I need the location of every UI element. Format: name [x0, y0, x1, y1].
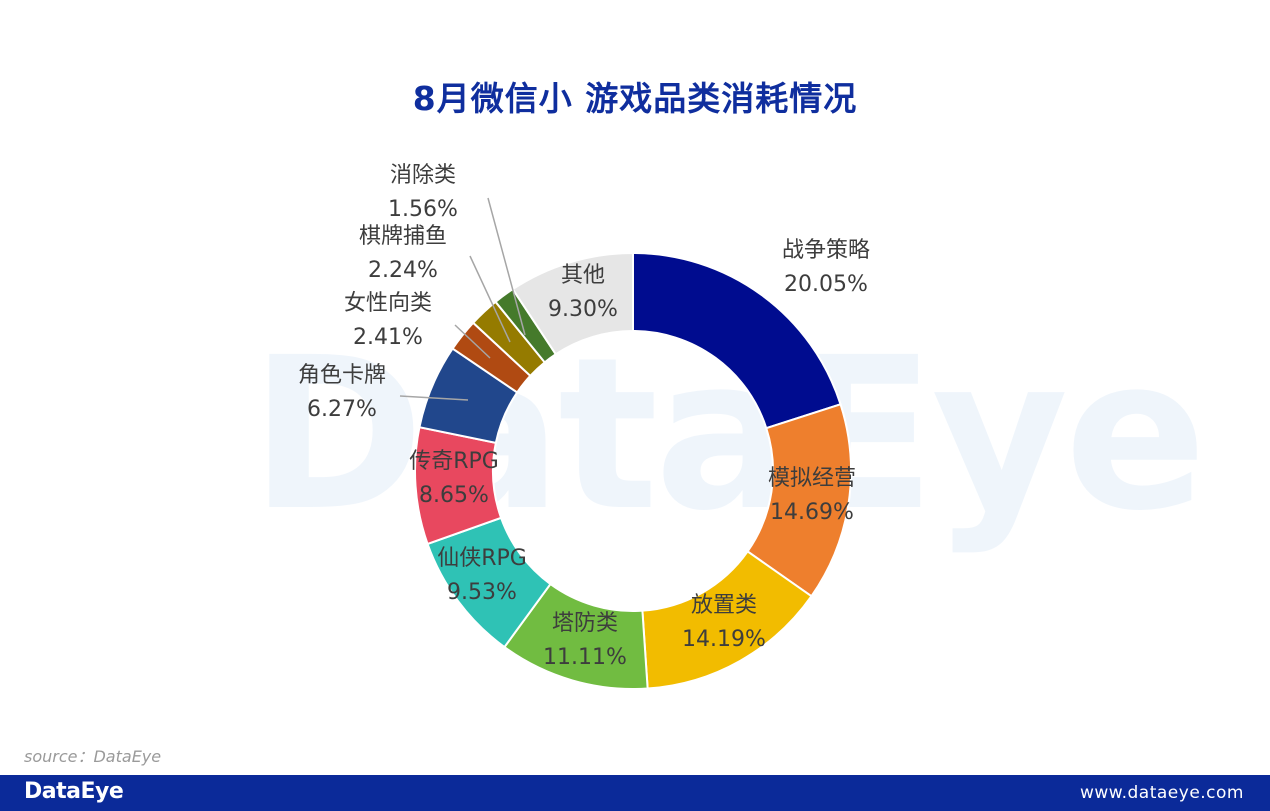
slice-label-9: 消除类: [390, 163, 456, 188]
leader-line-7: [454, 324, 491, 359]
slice-value-6: 6.27%: [307, 397, 377, 422]
slice-0: [632, 251, 842, 430]
slice-label-7: 女性向类: [344, 291, 432, 316]
slice-label-1: 模拟经营: [768, 466, 856, 491]
footer-logo: DataEye: [24, 779, 124, 804]
slice-value-1: 14.69%: [770, 500, 854, 525]
slice-value-3: 11.11%: [543, 645, 627, 670]
slice-value-8: 2.24%: [368, 258, 438, 283]
slice-value-7: 2.41%: [353, 325, 423, 350]
slice-label-3: 塔防类: [552, 611, 618, 636]
slice-label-10: 其他: [561, 263, 605, 288]
footer-bar: DataEye www.dataeye.com: [0, 775, 1270, 811]
source-note: source：DataEye: [24, 747, 162, 766]
slice-value-5: 8.65%: [419, 483, 489, 508]
slice-value-9: 1.56%: [388, 197, 458, 222]
slice-value-0: 20.05%: [784, 272, 868, 297]
slice-label-6: 角色卡牌: [298, 363, 386, 388]
slice-10: [511, 251, 634, 356]
leader-line-9: [487, 197, 526, 336]
slice-value-10: 9.30%: [548, 297, 618, 322]
slice-value-4: 9.53%: [447, 580, 517, 605]
slice-label-4: 仙侠RPG: [437, 546, 527, 571]
footer-url[interactable]: www.dataeye.com: [1079, 783, 1244, 803]
slice-label-0: 战争策略: [782, 238, 870, 263]
slice-label-2: 放置类: [691, 593, 757, 618]
leader-line-8: [469, 255, 511, 343]
leader-line-6: [399, 395, 469, 401]
chart-title: 8月微信小 游戏品类消耗情况: [412, 79, 858, 118]
slice-label-5: 传奇RPG: [409, 449, 499, 474]
slice-value-2: 14.19%: [682, 627, 766, 652]
slice-label-8: 棋牌捕鱼: [359, 224, 447, 249]
